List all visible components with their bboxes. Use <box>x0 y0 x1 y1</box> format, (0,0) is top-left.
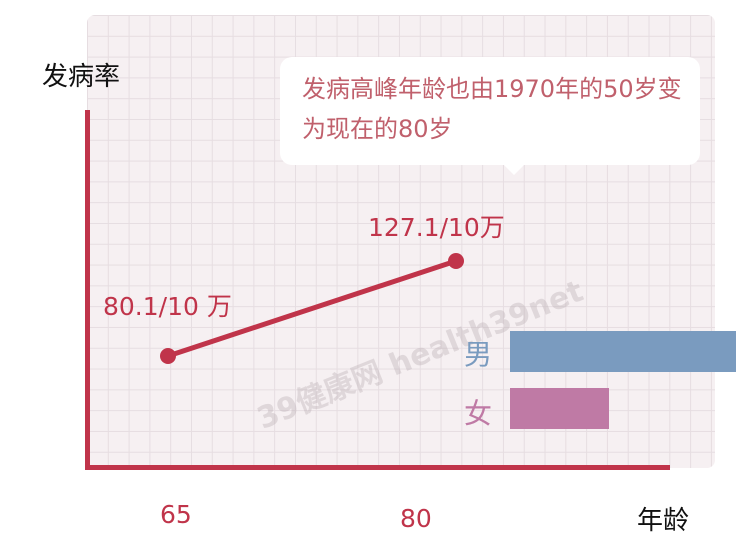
x-tick-label: 80 <box>400 504 432 533</box>
annotation-callout: 发病高峰年龄也由1970年的50岁变为现在的80岁 <box>280 57 700 175</box>
y-axis <box>85 110 90 470</box>
x-axis <box>85 465 670 470</box>
series-line <box>167 258 457 359</box>
bar-female <box>510 388 610 429</box>
data-label: 127.1/10万 <box>368 213 505 242</box>
bar-male <box>510 331 736 372</box>
data-point <box>160 348 176 364</box>
data-point <box>448 253 464 269</box>
data-label: 80.1/10 万 <box>103 292 232 321</box>
x-axis-label: 年龄 <box>637 506 690 536</box>
x-tick-label: 65 <box>160 500 192 529</box>
y-axis-label: 发病率 <box>42 62 121 92</box>
bar-label-female: 女 <box>464 397 493 430</box>
annotation-text: 发病高峰年龄也由1970年的50岁变为现在的80岁 <box>302 75 682 143</box>
bar-label-male: 男 <box>464 338 493 371</box>
